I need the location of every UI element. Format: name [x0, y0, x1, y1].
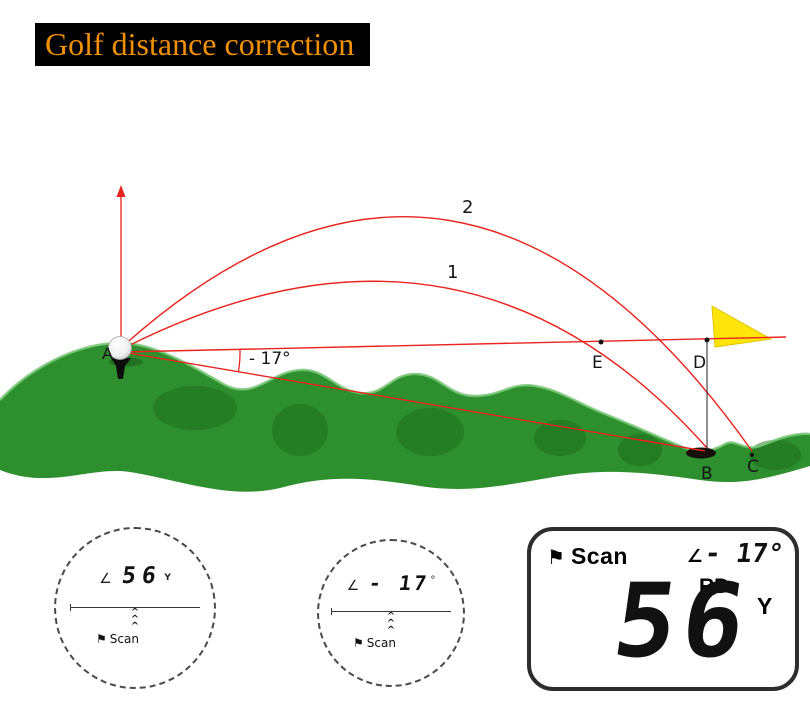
rangefinder-viewfinder-distance: ∠ 56 Y ^ ^ ^ ⚑ Scan [54, 527, 216, 689]
scan-label: Scan [570, 543, 628, 569]
flag-icon: ⚑ [96, 632, 107, 646]
lcd-scan-indicator: ⚑ Scan [547, 543, 628, 570]
chevron-icon: ^ [386, 625, 396, 636]
point-c-dot [750, 453, 754, 457]
slope-line [121, 351, 706, 452]
up-arrow-icon [116, 185, 126, 197]
lcd-angle-readout: ∠ - 17° [686, 539, 786, 569]
angle-icon: ∠ [346, 578, 360, 594]
distance-value: 56 [119, 563, 164, 589]
grass-shading [153, 386, 801, 470]
golf-ball [108, 336, 132, 360]
angle-value: - 17 [367, 571, 432, 595]
mode-label: RD [699, 575, 730, 598]
chevron-icon: ^ [386, 618, 396, 629]
point-a-label: A [102, 344, 113, 363]
point-d-label: D [693, 353, 706, 373]
point-b-label: B [701, 464, 713, 484]
degree-symbol: ° [430, 575, 436, 586]
trajectory-arc-1 [121, 280, 708, 449]
scan-indicator: ⚑ Scan [96, 632, 139, 646]
sight-line [121, 336, 787, 353]
chevron-icon: ^ [130, 621, 140, 632]
arc2-label: 2 [462, 197, 473, 218]
viewfinder-readout-row: ∠ 56 Y [56, 563, 214, 589]
page-title: Golf distance correction [45, 26, 355, 62]
reticle-line [331, 608, 451, 615]
flag-icon: ⚑ [353, 636, 364, 650]
golf-hole [686, 447, 716, 459]
viewfinder-readout-row: ∠ - 17 ° [319, 571, 463, 595]
point-e-dot [598, 339, 604, 345]
crosshair-arrows-icon: ^ ^ ^ [386, 611, 396, 636]
distance-unit: Y [757, 593, 773, 619]
flag-pennant [711, 305, 773, 348]
chevron-icon: ^ [130, 607, 140, 618]
chevron-icon: ^ [386, 611, 396, 622]
scan-indicator: ⚑ Scan [353, 636, 396, 650]
title-banner: Golf distance correction [35, 23, 371, 66]
trajectory-arc-2 [121, 216, 753, 452]
distance-value: 56 [606, 562, 759, 681]
reticle-line [70, 604, 200, 611]
scan-label: Scan [366, 636, 396, 650]
lcd-display: ⚑ Scan ∠ - 17° RD 56 Y [527, 527, 799, 691]
chevron-icon: ^ [130, 614, 140, 625]
golf-tee [111, 358, 131, 379]
arc1-label: 1 [447, 262, 458, 283]
scan-label: Scan [109, 632, 139, 646]
angle-label: - 17° [249, 349, 291, 369]
rangefinder-viewfinder-angle: ∠ - 17 ° ^ ^ ^ ⚑ Scan [317, 539, 465, 687]
point-c-label: C [747, 457, 759, 477]
crosshair-arrows-icon: ^ ^ ^ [130, 607, 140, 632]
angle-icon: ∠ [686, 546, 703, 567]
angle-arc [237, 349, 241, 372]
point-e-label: E [592, 353, 603, 373]
point-d-dot [704, 337, 710, 343]
angle-icon: ∠ [99, 571, 112, 587]
flag-icon: ⚑ [547, 544, 565, 569]
distance-unit: Y [164, 573, 171, 583]
